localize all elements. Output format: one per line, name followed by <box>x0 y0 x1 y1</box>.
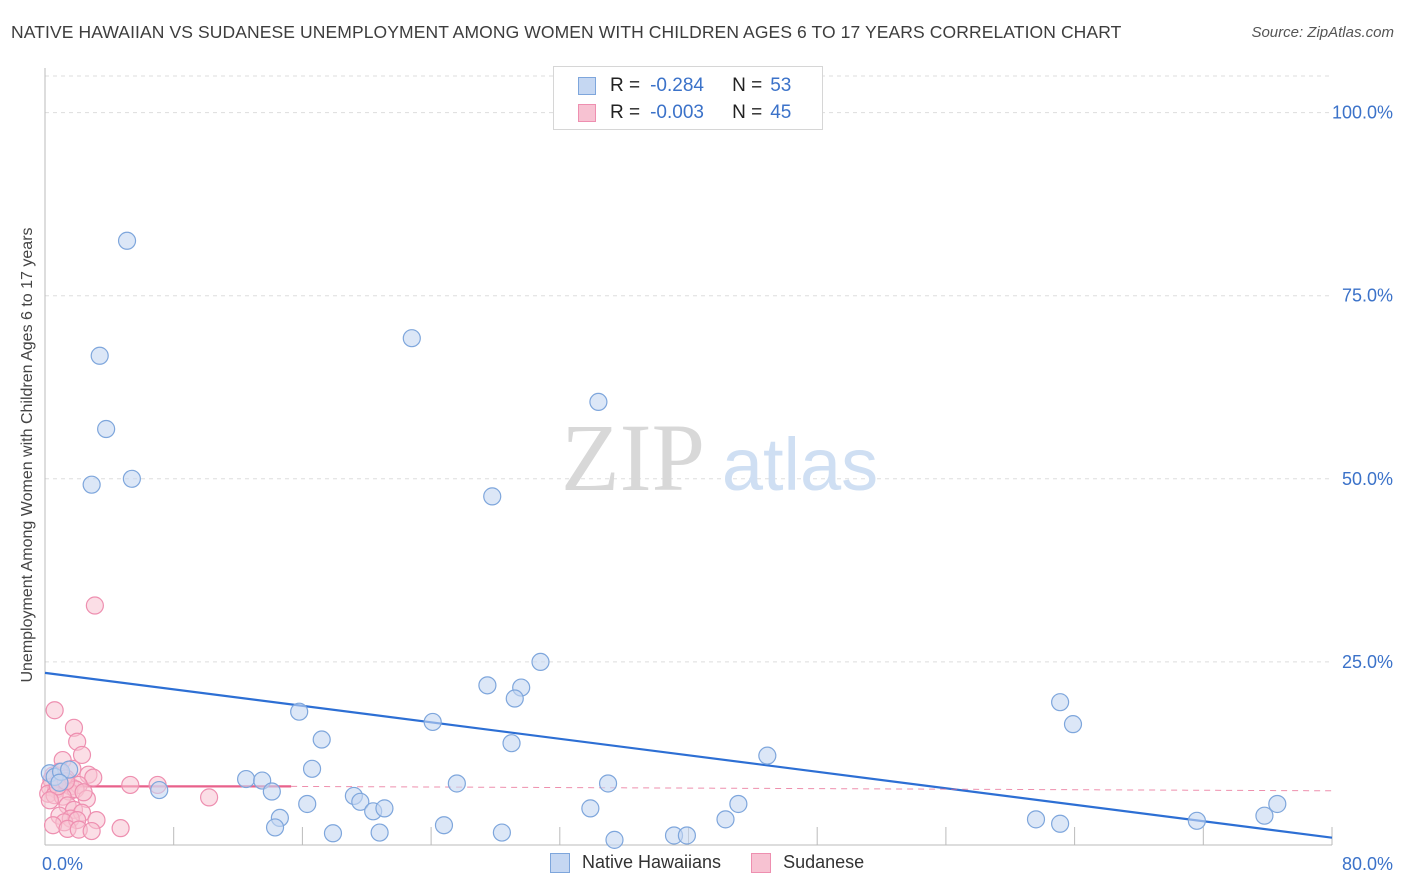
n-value: 53 <box>770 75 792 96</box>
n-label: N = <box>732 102 763 123</box>
data-point-native-hawaiian <box>423 712 442 732</box>
data-point-native-hawaiian <box>605 830 624 849</box>
data-point-native-hawaiian <box>492 823 511 842</box>
gridlines <box>45 75 1332 663</box>
y-tick-label: 25.0% <box>1342 652 1393 672</box>
data-point-native-hawaiian <box>302 759 322 778</box>
n-label: N = <box>732 75 763 96</box>
stats-row-sudanese: R = -0.003 N = 45 <box>578 101 792 125</box>
data-point-native-hawaiian <box>375 799 394 818</box>
legend-label: Sudanese <box>783 852 865 872</box>
data-point-native-hawaiian <box>531 652 550 672</box>
data-point-native-hawaiian <box>505 689 524 708</box>
data-point-sudanese <box>199 788 219 807</box>
stats-legend: R = -0.284 N = 53 R = -0.003 N = 45 <box>553 66 823 130</box>
r-label: R = <box>610 75 641 96</box>
x-tick-label-min: 0.0% <box>42 854 83 874</box>
trend-line-sudanese-dashed <box>291 785 1333 792</box>
data-point-native-hawaiian <box>323 824 343 843</box>
data-point-native-hawaiian <box>1255 806 1274 825</box>
series-legend: Native Hawaiians Sudanese <box>550 852 894 873</box>
data-point-native-hawaiian <box>598 774 618 793</box>
data-point-sudanese <box>82 821 101 841</box>
data-point-sudanese <box>45 701 64 720</box>
tick-labels: 25.0% 50.0% 75.0% 100.0% 0.0% 80.0% <box>42 103 1393 874</box>
data-point-native-hawaiian <box>312 730 331 749</box>
data-point-native-hawaiian <box>1187 811 1206 830</box>
data-point-native-hawaiian <box>729 794 748 814</box>
data-point-native-hawaiian <box>1051 814 1070 833</box>
data-point-sudanese <box>111 819 130 838</box>
data-point-native-hawaiian <box>122 469 141 488</box>
data-point-native-hawaiian <box>351 792 370 811</box>
x-tick-label-max: 80.0% <box>1342 854 1393 874</box>
data-point-native-hawaiian <box>447 774 466 793</box>
data-point-native-hawaiian <box>236 769 256 789</box>
data-point-native-hawaiian <box>298 794 317 814</box>
r-label: R = <box>610 102 641 123</box>
trend-line-native-hawaiians <box>44 671 1333 839</box>
data-point-native-hawaiian <box>502 734 521 753</box>
data-point-native-hawaiian <box>758 746 777 765</box>
data-point-native-hawaiian <box>90 346 109 365</box>
data-point-sudanese <box>84 768 103 787</box>
watermark-zip: ZIP <box>561 404 705 511</box>
data-point-native-hawaiian <box>478 676 497 695</box>
data-point-native-hawaiian <box>1063 715 1083 734</box>
data-point-sudanese <box>85 596 104 615</box>
data-point-native-hawaiian <box>82 475 101 494</box>
n-value: 45 <box>770 102 792 123</box>
legend-swatch-pink <box>578 104 596 122</box>
r-value: -0.003 <box>650 102 704 123</box>
data-point-native-hawaiian <box>117 231 137 250</box>
native-hawaiian-points <box>40 231 1287 849</box>
watermark: ZIP atlas <box>561 404 878 511</box>
data-point-native-hawaiian <box>150 780 169 800</box>
legend-swatch-pink <box>751 852 772 873</box>
y-tick-label: 50.0% <box>1342 469 1393 489</box>
data-point-native-hawaiian <box>290 702 309 721</box>
data-point-sudanese <box>121 775 140 795</box>
data-point-native-hawaiian <box>581 799 600 818</box>
y-axis-label: Unemployment Among Women with Children A… <box>19 227 36 683</box>
data-point-native-hawaiian <box>402 329 421 348</box>
data-point-native-hawaiian <box>1026 810 1046 829</box>
data-point-native-hawaiian <box>1268 794 1287 814</box>
legend-swatch-blue <box>578 77 596 95</box>
data-point-native-hawaiian <box>265 818 285 837</box>
legend-item-native-hawaiians[interactable]: Native Hawaiians <box>550 852 721 873</box>
legend-swatch-blue <box>550 852 570 873</box>
watermark-atlas: atlas <box>722 423 878 506</box>
chart-title: NATIVE HAWAIIAN VS SUDANESE UNEMPLOYMENT… <box>11 22 1122 42</box>
data-point-native-hawaiian <box>1051 693 1070 712</box>
data-point-sudanese <box>40 791 59 810</box>
stats-row-native-hawaiians: R = -0.284 N = 53 <box>578 74 792 98</box>
data-point-native-hawaiian <box>262 782 281 801</box>
source-label: Source: ZipAtlas.com <box>1251 24 1394 41</box>
data-point-native-hawaiian <box>97 419 116 439</box>
data-point-native-hawaiian <box>677 826 696 845</box>
y-tick-label: 75.0% <box>1342 286 1393 306</box>
data-point-native-hawaiian <box>434 816 454 835</box>
r-value: -0.284 <box>650 75 704 96</box>
sudanese-points <box>39 596 219 841</box>
data-point-sudanese <box>72 745 92 765</box>
y-tick-label: 100.0% <box>1332 103 1393 123</box>
data-point-native-hawaiian <box>589 392 608 412</box>
data-point-native-hawaiian <box>50 773 69 792</box>
legend-label: Native Hawaiians <box>582 852 722 872</box>
data-point-native-hawaiian <box>483 487 502 506</box>
data-point-native-hawaiian <box>370 823 389 842</box>
trend-lines <box>44 671 1333 839</box>
data-point-native-hawaiian <box>716 810 735 829</box>
data-point-sudanese <box>74 783 93 802</box>
legend-item-sudanese[interactable]: Sudanese <box>751 852 864 873</box>
data-point-native-hawaiian <box>60 760 79 779</box>
